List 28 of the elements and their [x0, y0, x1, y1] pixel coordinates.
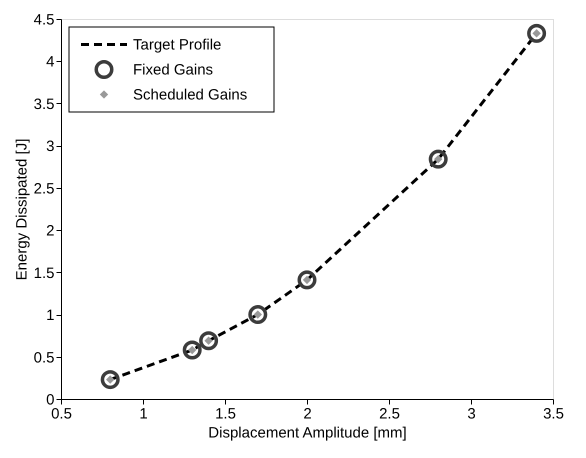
y-tick-label: 1.5 [34, 264, 54, 282]
x-tick-label: 3.5 [543, 406, 564, 422]
y-tick-label: 1 [46, 307, 54, 324]
point [100, 370, 120, 390]
x-tick-label: 2 [303, 406, 312, 422]
y-tick-label: 0.5 [34, 349, 54, 366]
legend-label: Target Profile [133, 36, 222, 54]
x-tick-label: 3 [467, 406, 476, 422]
x-tick-label: 1.5 [215, 406, 236, 422]
point [182, 340, 202, 360]
point [199, 331, 218, 350]
point [428, 150, 448, 169]
point [298, 270, 316, 290]
y-axis-title: Energy Dissipated [J] [14, 138, 31, 280]
y-tick-label: 3.5 [34, 96, 54, 113]
y-tick-label: 2.5 [34, 180, 54, 198]
point [527, 24, 546, 43]
y-tick-label: 4 [46, 54, 54, 71]
x-axis-title: Displacement Amplitude [mm] [208, 424, 407, 442]
y-tick-label: 3 [46, 138, 54, 156]
y-tick-label: 0 [46, 392, 54, 408]
point [248, 305, 268, 324]
x-tick-label: 1 [139, 406, 148, 422]
y-tick-label: 4.5 [34, 12, 54, 28]
x-tick-label: 2.5 [379, 406, 400, 422]
legend-label: Fixed Gains [133, 62, 214, 78]
legend-label: Scheduled Gains [133, 86, 248, 104]
y-tick-label: 2 [46, 222, 54, 240]
